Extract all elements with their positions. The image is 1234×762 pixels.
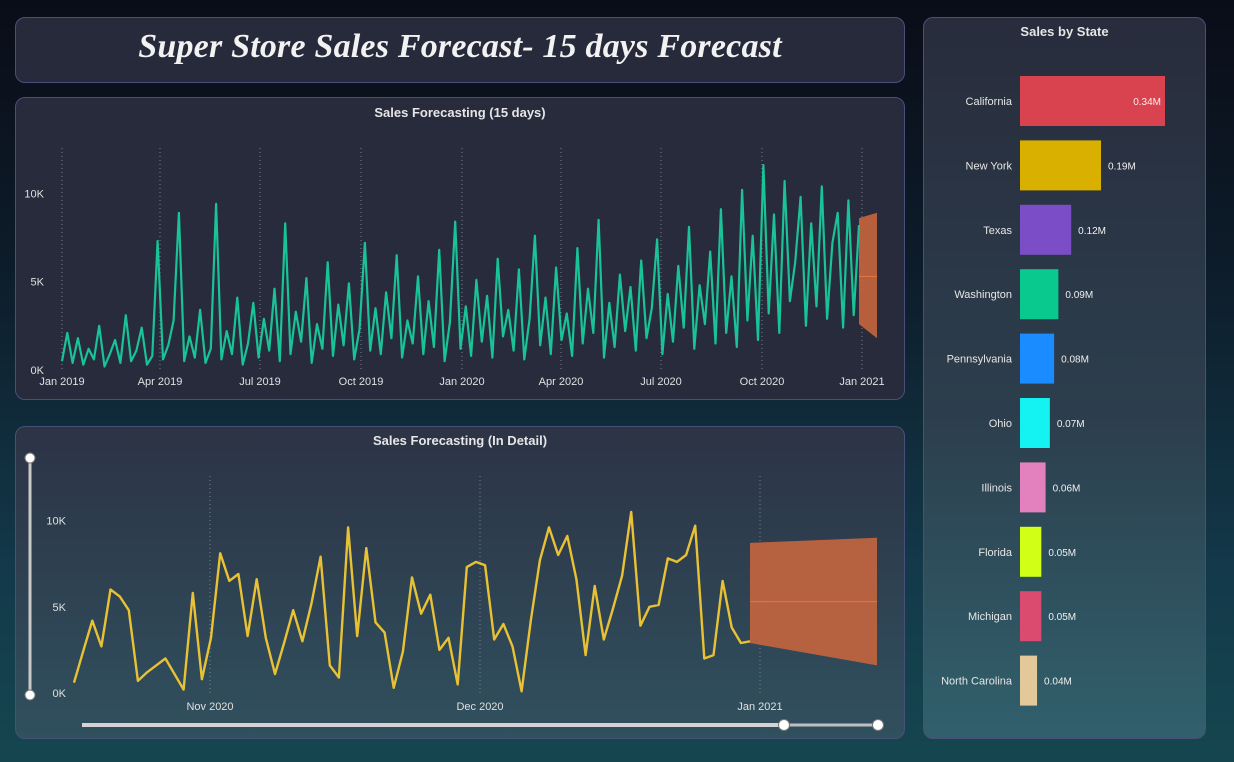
y-tick-label: 5K (53, 602, 67, 614)
state-bar[interactable] (1020, 398, 1050, 448)
state-value-label: 0.05M (1048, 612, 1076, 623)
state-label: Texas (983, 225, 1012, 237)
chart-title: Sales by State (1020, 24, 1109, 39)
y-tick-label: 10K (24, 188, 44, 200)
x-tick-label: Jul 2019 (239, 376, 281, 388)
x-slider-handle-right[interactable] (872, 719, 884, 731)
state-value-label: 0.06M (1053, 483, 1081, 494)
y-tick-label: 5K (31, 277, 45, 289)
sales-detail-chart-panel: Sales Forecasting (In Detail) 0K 5K 10K Nov… (15, 426, 905, 739)
sales-by-state-panel: Sales by State California 0.34M New York 0.… (923, 17, 1206, 739)
forecast-band[interactable] (859, 212, 877, 339)
chart-title: Sales Forecasting (15 days) (374, 105, 546, 120)
x-tick-label: Dec 2020 (456, 701, 503, 713)
title-panel: Super Store Sales Forecast- 15 days Fore… (15, 17, 905, 83)
state-value-label: 0.08M (1061, 355, 1089, 366)
state-label: California (966, 96, 1013, 108)
state-label: Florida (978, 547, 1013, 559)
state-bar[interactable] (1020, 76, 1165, 126)
state-bar[interactable] (1020, 462, 1046, 513)
x-tick-label: Jul 2020 (640, 376, 682, 388)
state-label: Ohio (989, 418, 1012, 430)
x-tick-label: Nov 2020 (186, 701, 233, 713)
sales-forecast-chart-panel: Sales Forecasting (15 days) 0K 5K 10K Jan 2… (15, 97, 905, 400)
x-tick-label: Jan 2021 (839, 376, 884, 388)
state-label: New York (966, 160, 1013, 172)
x-tick-label: Jan 2020 (439, 376, 484, 388)
state-bar[interactable] (1020, 591, 1042, 642)
x-slider-handle-left[interactable] (778, 719, 790, 731)
sales-forecast-chart[interactable]: 0K 5K 10K Jan 2019 Apr 2019 Jul 2019 Oct 2019 J… (16, 98, 906, 401)
x-tick-label: Apr 2019 (138, 376, 183, 388)
state-value-label: 0.34M (1133, 97, 1161, 108)
y-tick-label: 0K (31, 365, 45, 377)
page-title: Super Store Sales Forecast- 15 days Fore… (138, 28, 782, 65)
state-value-label: 0.19M (1108, 161, 1136, 172)
state-bar[interactable] (1020, 140, 1102, 191)
state-bar[interactable] (1020, 269, 1059, 320)
state-label: Washington (954, 289, 1012, 301)
state-label: North Carolina (941, 676, 1013, 688)
sales-by-state-chart[interactable]: California 0.34M New York 0.19M Texas 0.12M Wa… (924, 18, 1207, 740)
x-tick-label: Oct 2020 (740, 376, 785, 388)
state-value-label: 0.12M (1078, 226, 1106, 237)
state-label: Michigan (968, 611, 1012, 623)
state-value-label: 0.09M (1065, 290, 1093, 301)
y-slider-handle-top[interactable] (24, 452, 36, 464)
sales-detail-chart[interactable]: 0K 5K 10K Nov 2020 Dec 2020 Jan 2021 (16, 427, 906, 740)
state-bar[interactable] (1020, 333, 1055, 384)
y-tick-label: 0K (53, 688, 67, 700)
state-value-label: 0.04M (1044, 677, 1072, 688)
y-slider-handle-bottom[interactable] (24, 689, 36, 701)
state-bar[interactable] (1020, 526, 1042, 577)
state-value-label: 0.05M (1048, 548, 1076, 559)
y-tick-label: 10K (46, 516, 66, 528)
state-label: Pennsylvania (947, 354, 1013, 366)
x-tick-label: Apr 2020 (539, 376, 584, 388)
sales-line[interactable] (72, 510, 751, 693)
x-tick-label: Jan 2021 (737, 701, 782, 713)
chart-title: Sales Forecasting (In Detail) (372, 433, 548, 448)
state-bar[interactable] (1020, 204, 1072, 255)
sales-line[interactable] (60, 163, 861, 368)
x-tick-label: Oct 2019 (339, 376, 384, 388)
state-label: Illinois (981, 482, 1012, 494)
state-value-label: 0.07M (1057, 419, 1085, 430)
x-tick-label: Jan 2019 (39, 376, 84, 388)
state-bar[interactable] (1020, 655, 1038, 706)
